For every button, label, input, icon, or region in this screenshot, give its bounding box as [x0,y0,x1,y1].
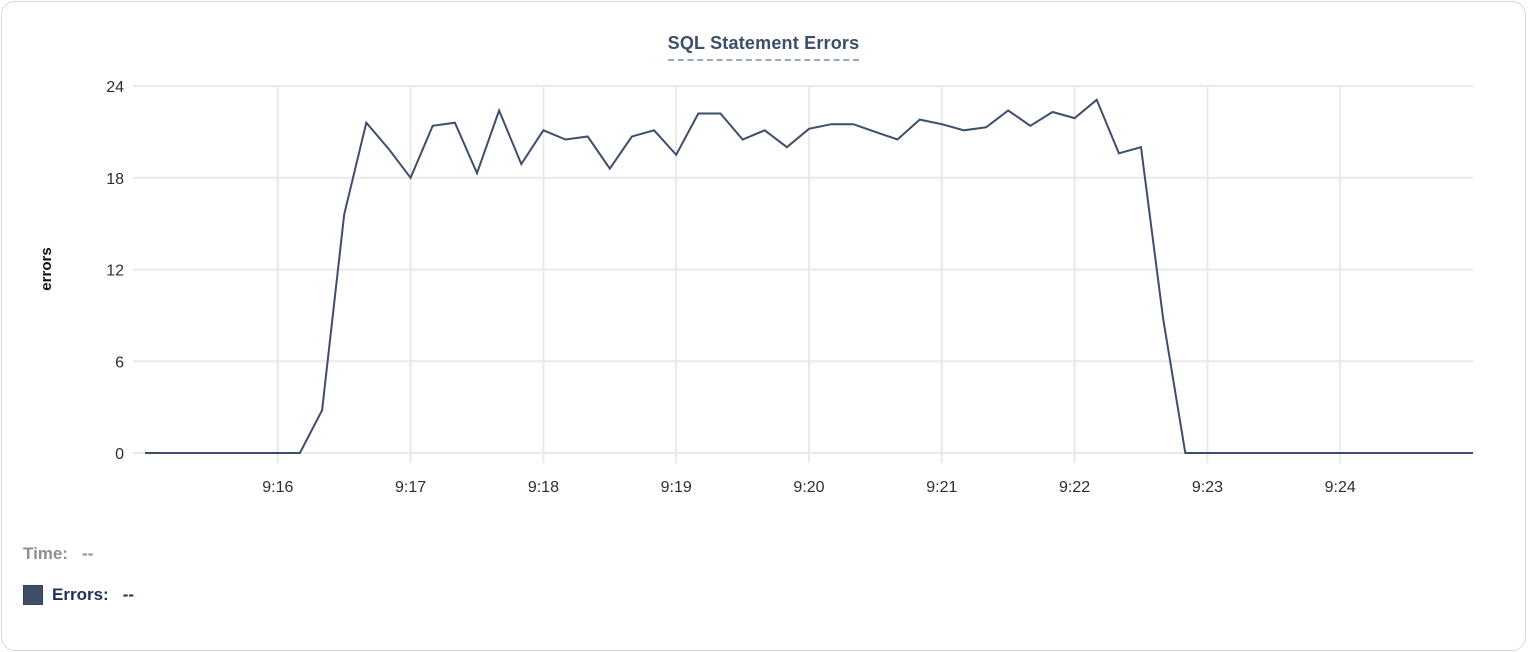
y-tick-label: 24 [106,79,124,96]
x-tick-label: 9:22 [1059,479,1090,496]
y-tick-label: 12 [106,263,124,280]
errors-label: Errors: [52,585,109,604]
errors-series-line [145,98,1473,454]
chart-footer: Time: -- Errors: -- [23,542,134,607]
chart-title[interactable]: SQL Statement Errors [667,33,860,61]
x-tick-label: 9:19 [661,479,692,496]
x-tick-label: 9:23 [1192,479,1223,496]
x-tick-label: 9:17 [395,479,426,496]
y-tick-label: 18 [106,171,124,188]
x-tick-label: 9:20 [793,479,824,496]
errors-legend-swatch [23,585,43,605]
sql-statement-errors-line-chart[interactable]: 0 6 12 18 24 9:16 9:17 9:18 9:19 9:20 9:21 9:22 9:23… [2,2,1528,514]
x-tick-label: 9:16 [262,479,293,496]
hover-time-readout: Time: -- [23,542,134,566]
chart-header: SQL Statement Errors [2,33,1525,61]
x-tick-label: 9:18 [528,479,559,496]
x-tick-label: 9:24 [1325,479,1356,496]
y-axis-title: errors [38,247,55,290]
time-value: -- [82,544,94,563]
legend-item-errors[interactable]: Errors: -- [23,583,134,607]
time-label: Time: [23,544,69,563]
errors-value: -- [122,585,135,604]
y-tick-label: 6 [115,354,124,371]
y-tick-label: 0 [115,446,124,463]
x-tick-label: 9:21 [926,479,957,496]
